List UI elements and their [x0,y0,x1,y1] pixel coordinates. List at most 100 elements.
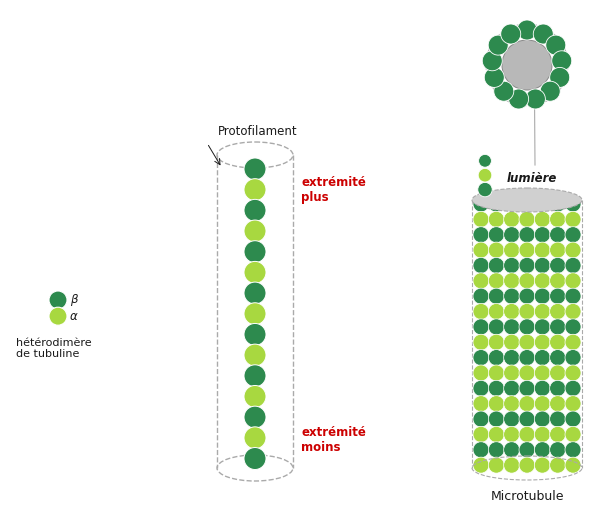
Circle shape [504,319,520,335]
Text: extrémité
moins: extrémité moins [301,426,366,454]
Circle shape [550,242,566,258]
Circle shape [473,350,489,366]
Circle shape [504,365,520,381]
Circle shape [473,334,489,350]
Circle shape [535,227,550,243]
Circle shape [244,303,266,325]
Circle shape [244,324,266,346]
Circle shape [473,288,489,304]
Circle shape [519,411,535,427]
Circle shape [473,442,489,458]
Circle shape [504,242,520,258]
Circle shape [565,258,581,273]
Circle shape [535,258,550,273]
Circle shape [519,457,535,473]
Circle shape [501,24,520,44]
Circle shape [479,155,492,167]
Circle shape [525,89,546,109]
Circle shape [519,304,535,319]
Circle shape [489,365,504,381]
Circle shape [565,319,581,335]
Circle shape [550,273,566,289]
Circle shape [519,380,535,396]
Circle shape [489,442,504,458]
Circle shape [550,457,566,473]
Ellipse shape [472,188,582,212]
Circle shape [489,411,504,427]
Circle shape [535,196,550,212]
Circle shape [519,288,535,304]
Circle shape [519,365,535,381]
Circle shape [504,211,520,227]
Circle shape [565,442,581,458]
Circle shape [535,242,550,258]
Circle shape [519,273,535,289]
Circle shape [565,196,581,212]
Circle shape [565,304,581,319]
Circle shape [550,396,566,412]
Circle shape [565,380,581,396]
Circle shape [519,242,535,258]
Circle shape [519,334,535,350]
Circle shape [504,426,520,442]
Circle shape [504,380,520,396]
Circle shape [550,258,566,273]
Circle shape [484,68,504,88]
Circle shape [565,227,581,243]
Circle shape [473,258,489,273]
Circle shape [550,350,566,366]
Circle shape [244,179,266,201]
Circle shape [244,386,266,408]
Text: hétérodimère
de tubuline: hétérodimère de tubuline [16,338,91,359]
Circle shape [550,442,566,458]
Circle shape [550,227,566,243]
Circle shape [535,380,550,396]
Circle shape [502,40,552,90]
Circle shape [489,380,504,396]
Circle shape [535,350,550,366]
Circle shape [473,411,489,427]
Circle shape [478,168,492,182]
Circle shape [482,51,502,71]
Circle shape [489,396,504,412]
Circle shape [519,396,535,412]
Circle shape [473,380,489,396]
Circle shape [489,319,504,335]
Circle shape [489,242,504,258]
Circle shape [489,258,504,273]
Text: lumière: lumière [507,172,557,185]
Text: Microtubule: Microtubule [490,490,564,503]
Circle shape [550,426,566,442]
Circle shape [504,227,520,243]
Circle shape [488,35,508,55]
Circle shape [535,211,550,227]
Circle shape [535,396,550,412]
Circle shape [504,396,520,412]
Circle shape [565,334,581,350]
Circle shape [519,426,535,442]
Circle shape [489,457,504,473]
Circle shape [519,211,535,227]
Circle shape [517,20,537,40]
Circle shape [473,196,489,212]
Circle shape [535,304,550,319]
Circle shape [535,319,550,335]
Circle shape [244,427,266,449]
Circle shape [535,334,550,350]
Circle shape [489,196,504,212]
Circle shape [473,304,489,319]
Circle shape [535,273,550,289]
Circle shape [519,350,535,366]
Circle shape [489,227,504,243]
Circle shape [519,227,535,243]
Circle shape [504,411,520,427]
Circle shape [244,220,266,242]
Circle shape [565,426,581,442]
Circle shape [473,319,489,335]
Circle shape [473,457,489,473]
Circle shape [489,426,504,442]
Circle shape [565,242,581,258]
Circle shape [244,199,266,221]
Circle shape [244,365,266,387]
Text: Protofilament: Protofilament [218,125,298,138]
